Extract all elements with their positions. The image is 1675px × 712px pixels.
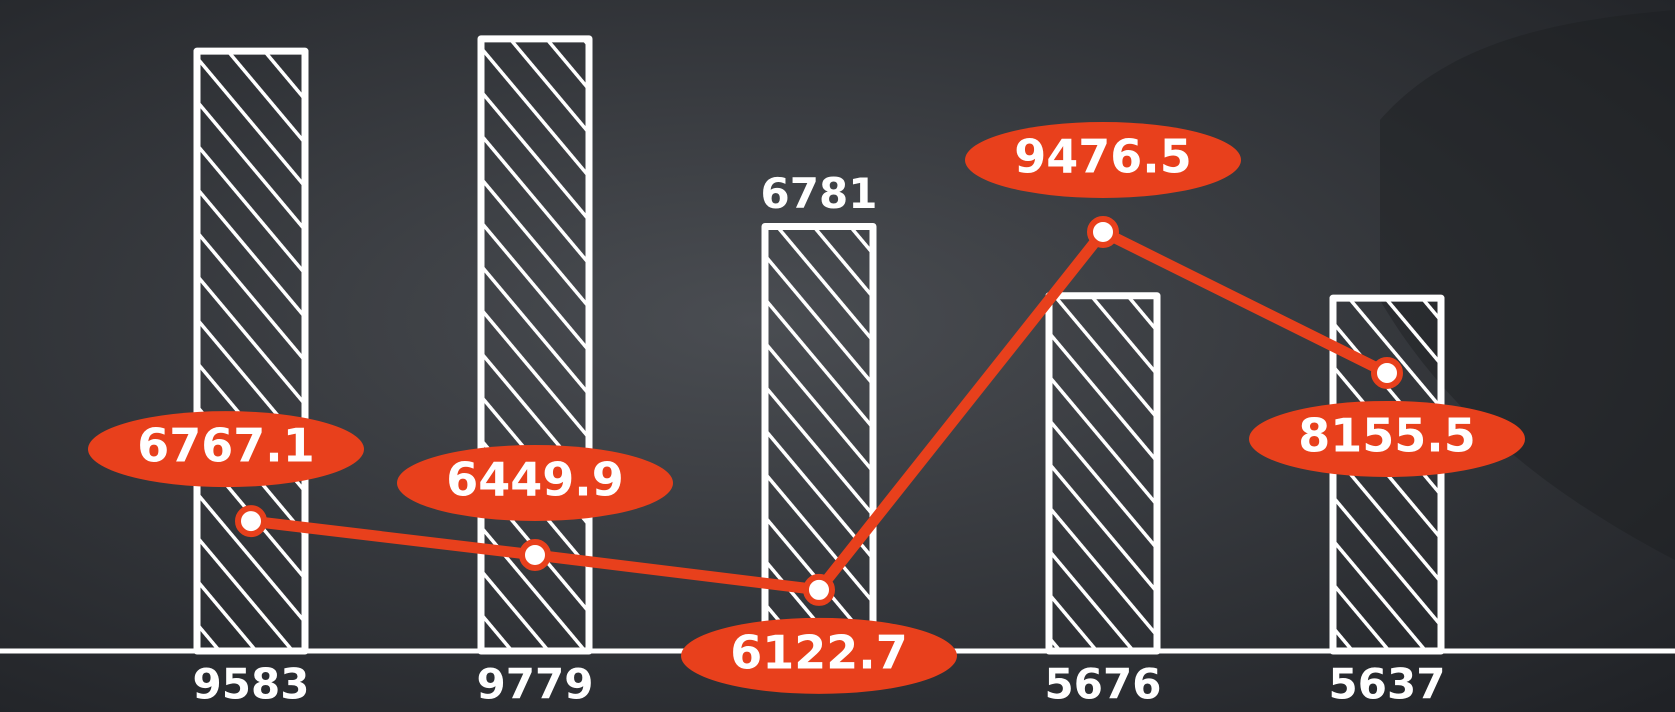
bar-value-label: 9779 [477, 660, 594, 709]
line-value-label: 6122.7 [730, 625, 908, 679]
bar [197, 51, 305, 651]
line-point [806, 577, 832, 603]
page: 9583 9779 6781 5676 5637 6767.1 6449.9 6122.7 94… [0, 0, 1675, 712]
line-point [238, 508, 264, 534]
line-point [522, 542, 548, 568]
line-value-label: 6449.9 [446, 452, 624, 506]
line-point [1090, 219, 1116, 245]
bar-value-label: 9583 [193, 660, 310, 709]
chart: 9583 9779 6781 5676 5637 6767.1 6449.9 6122.7 94… [0, 0, 1675, 712]
line-value-label: 9476.5 [1014, 129, 1192, 183]
bar [1049, 296, 1157, 651]
line-value-label: 6767.1 [137, 419, 315, 473]
line-value-label: 8155.5 [1298, 408, 1476, 462]
line-point [1374, 360, 1400, 386]
bar-value-label: 5637 [1329, 660, 1446, 709]
bar-value-label: 5676 [1045, 660, 1162, 709]
bar-value-label: 6781 [761, 169, 878, 218]
